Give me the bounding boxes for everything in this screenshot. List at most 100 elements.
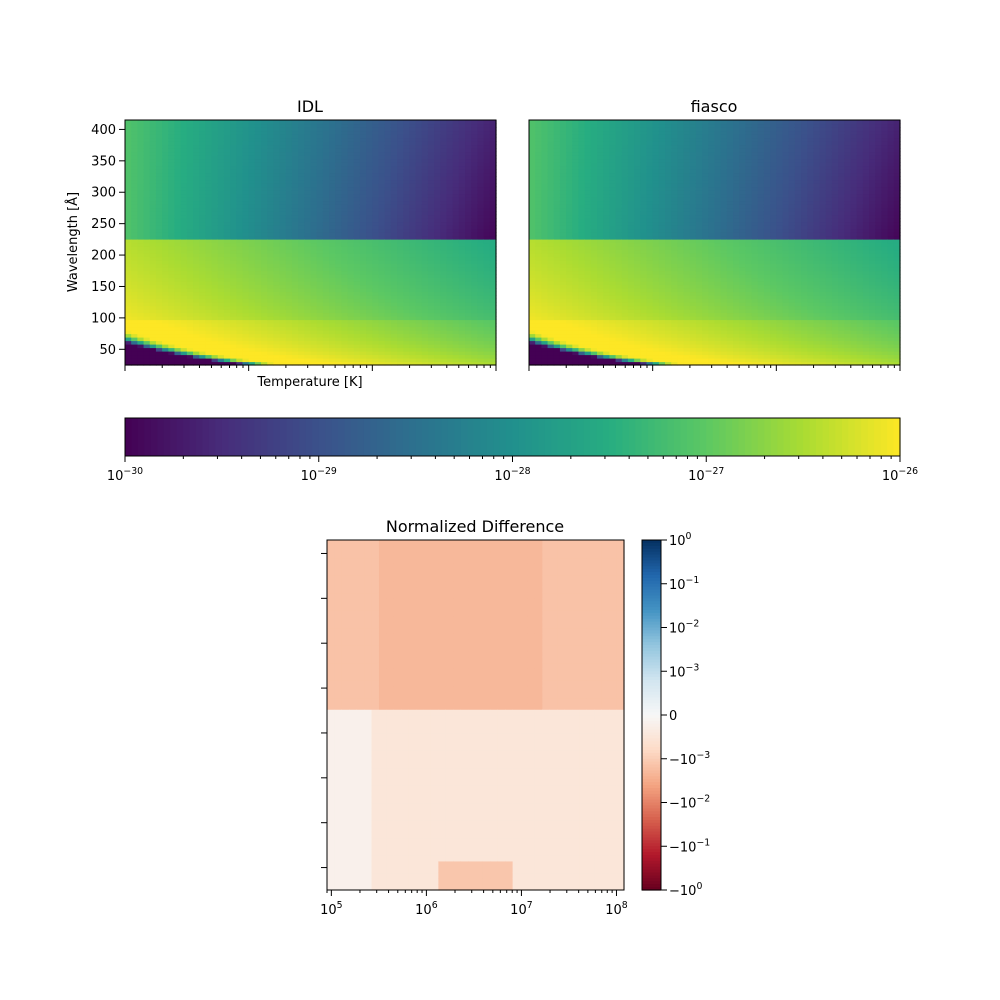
idl-cells-cell bbox=[415, 305, 423, 310]
fiasco-cells-cell bbox=[566, 151, 573, 156]
idl-cells-cell bbox=[155, 179, 163, 184]
idl-cells-cell bbox=[125, 193, 132, 198]
idl-cells-cell bbox=[149, 319, 157, 324]
idl-cells-cell bbox=[440, 323, 448, 328]
idl-cells-cell bbox=[415, 323, 423, 328]
idl-cells-cell bbox=[465, 344, 472, 349]
fiasco-cells-cell bbox=[559, 211, 567, 216]
idl-cells-cell bbox=[254, 270, 262, 275]
idl-cells-cell bbox=[347, 183, 355, 188]
idl-cells-cell bbox=[359, 344, 367, 349]
idl-cells-cell bbox=[403, 249, 411, 254]
idl-cells-cell bbox=[230, 337, 237, 342]
idl-cells-cell bbox=[347, 169, 355, 174]
fiasco-cells-cell bbox=[529, 162, 536, 167]
idl-cells-cell bbox=[390, 211, 398, 216]
idl-cells-cell bbox=[384, 144, 392, 149]
idl-cells-cell bbox=[359, 134, 367, 139]
idl-cells-cell bbox=[359, 193, 367, 198]
idl-cells-cell bbox=[174, 263, 182, 268]
idl-cells-cell bbox=[211, 151, 219, 156]
idl-cells-cell bbox=[223, 200, 231, 205]
idl-cells-cell bbox=[378, 246, 386, 251]
idl-cells-cell bbox=[125, 274, 132, 279]
idl-cells-cell bbox=[298, 242, 305, 247]
fiasco-cells-cell bbox=[578, 284, 586, 289]
idl-cells-cell bbox=[353, 354, 361, 359]
idl-cells-cell bbox=[230, 253, 237, 258]
idl-cells-cell bbox=[180, 260, 188, 265]
idl-cells-cell bbox=[477, 211, 485, 216]
idl-cells-cell bbox=[125, 207, 132, 212]
idl-cells-cell bbox=[329, 204, 336, 209]
fiasco-cells-cell bbox=[529, 144, 536, 149]
idl-cells-cell bbox=[477, 239, 485, 244]
idl-cells-cell bbox=[378, 291, 386, 296]
fiasco-cells-cell bbox=[559, 120, 567, 125]
idl-cells-cell bbox=[174, 312, 182, 317]
idl-cells-cell bbox=[304, 288, 312, 293]
idl-cells-cell bbox=[217, 253, 225, 258]
idl-cells-cell bbox=[335, 172, 343, 177]
fiasco-cells-cell bbox=[541, 155, 549, 160]
idl-cells-cell bbox=[168, 274, 176, 279]
fiasco-cells-cell bbox=[529, 141, 536, 146]
idl-cells-cell bbox=[403, 295, 411, 300]
fiasco-cells-cell bbox=[572, 302, 580, 307]
idl-cells-cell bbox=[421, 337, 429, 342]
idl-cells-cell bbox=[186, 249, 194, 254]
idl-cells-cell bbox=[168, 200, 176, 205]
idl-cells-cell bbox=[180, 288, 188, 293]
idl-cells-cell bbox=[341, 288, 349, 293]
fiasco-cells-cell bbox=[566, 179, 573, 184]
fiasco-cells-cell bbox=[547, 211, 555, 216]
idl-cells-cell bbox=[180, 176, 188, 181]
idl-cells-cell bbox=[291, 337, 299, 342]
idl-cells-cell bbox=[471, 288, 479, 293]
idl-cells-cell bbox=[291, 232, 299, 237]
fiasco-cells-cell bbox=[566, 249, 573, 254]
idl-cells-cell bbox=[168, 239, 176, 244]
idl-cells-cell bbox=[353, 274, 361, 279]
idl-cells-cell bbox=[477, 361, 485, 366]
idl-cells-cell bbox=[143, 179, 151, 184]
idl-cells-cell bbox=[477, 277, 485, 282]
idl-cells-cell bbox=[273, 277, 281, 282]
idl-cells-cell bbox=[384, 162, 392, 167]
idl-cells-cell bbox=[304, 358, 312, 363]
idl-cells-cell bbox=[434, 330, 441, 335]
idl-cells-cell bbox=[211, 169, 219, 174]
idl-cells-cell bbox=[390, 158, 398, 163]
idl-cells-cell bbox=[261, 120, 268, 125]
idl-cells-cell bbox=[347, 330, 355, 335]
idl-cells-cell bbox=[137, 323, 145, 328]
idl-cells-cell bbox=[236, 333, 244, 338]
idl-cells-cell bbox=[143, 326, 151, 331]
idl-cells-cell bbox=[279, 302, 287, 307]
idl-cells-cell bbox=[254, 134, 262, 139]
idl-cells-cell bbox=[254, 361, 262, 366]
idl-cells-cell bbox=[477, 134, 485, 139]
idl-cells-cell bbox=[199, 197, 206, 202]
idl-cells-cell bbox=[267, 165, 274, 170]
idl-cells-cell bbox=[267, 319, 274, 324]
idl-cells-cell bbox=[384, 295, 392, 300]
idl-cells-cell bbox=[471, 193, 479, 198]
idl-cells-cell bbox=[236, 211, 244, 216]
idl-cells-cell bbox=[304, 253, 312, 258]
idl-cells-cell bbox=[205, 162, 213, 167]
idl-cells-cell bbox=[409, 309, 417, 314]
idl-cells-cell bbox=[359, 312, 367, 317]
fiasco-cells-cell bbox=[572, 340, 580, 345]
idl-cells-cell bbox=[322, 277, 330, 282]
idl-cells-cell bbox=[378, 316, 386, 321]
fiasco-cells-cell bbox=[547, 270, 555, 275]
idl-cells-cell bbox=[403, 214, 411, 219]
idl-cells-cell bbox=[384, 155, 392, 160]
idl-cells-cell bbox=[335, 144, 343, 149]
idl-cells-cell bbox=[421, 218, 429, 223]
idl-cells-cell bbox=[465, 361, 472, 366]
idl-cells-cell bbox=[409, 200, 417, 205]
idl-cells-cell bbox=[384, 232, 392, 237]
idl-cells-cell bbox=[261, 130, 268, 135]
